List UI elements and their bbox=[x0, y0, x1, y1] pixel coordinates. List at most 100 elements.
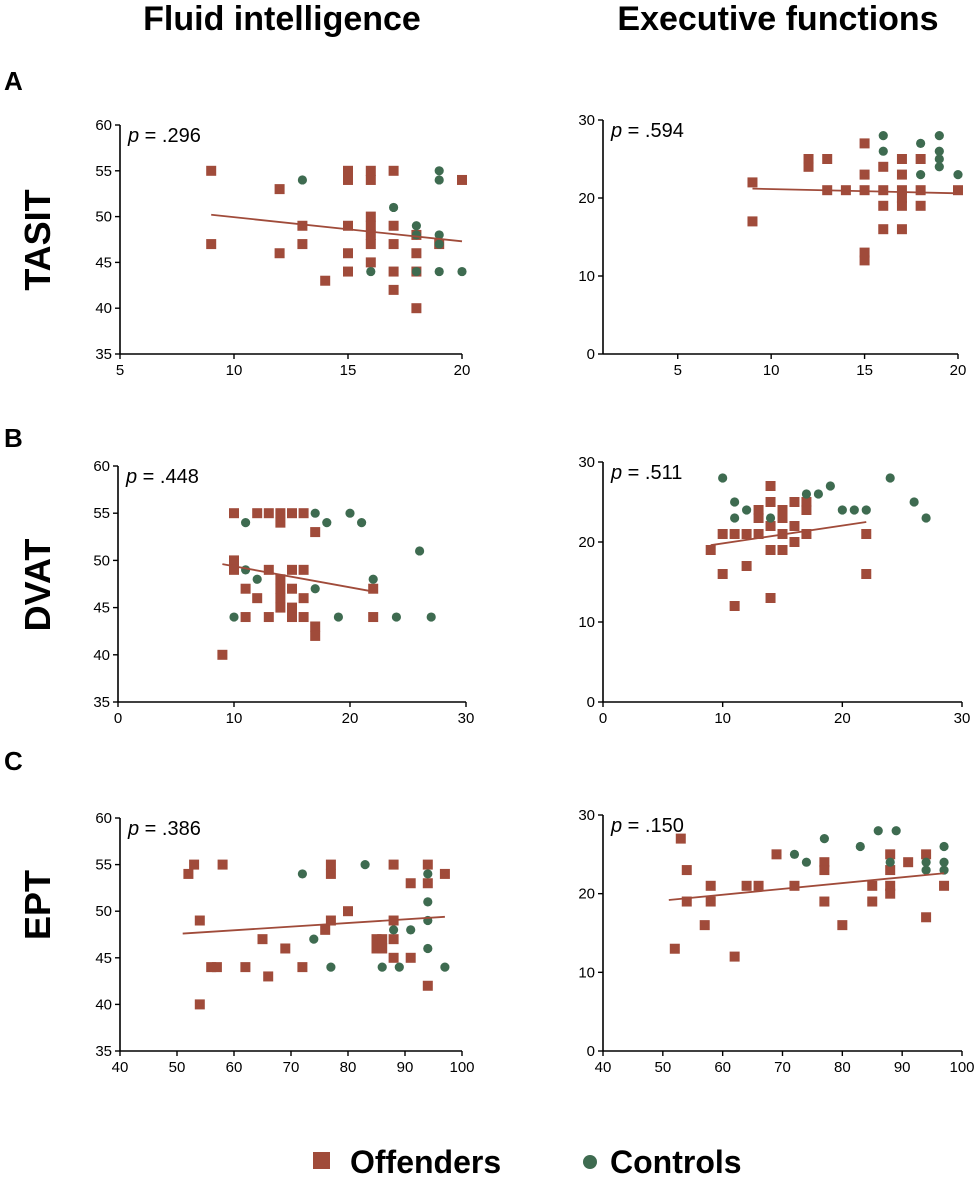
control-point bbox=[825, 481, 835, 491]
offender-point bbox=[867, 896, 878, 907]
offender-point bbox=[837, 920, 848, 931]
scatter-panel-b-exec: 0 10 20 30 0 10 20 30 p = .511 bbox=[578, 454, 970, 727]
x-tick-label: 10 bbox=[226, 710, 243, 727]
p-value-label: p = .150 bbox=[610, 815, 684, 837]
x-tick-label: 0 bbox=[114, 710, 122, 727]
y-tick-label: 40 bbox=[95, 996, 112, 1013]
offender-point bbox=[365, 239, 376, 250]
x-tick-label: 80 bbox=[834, 1059, 851, 1076]
offender-point bbox=[388, 220, 399, 231]
panel-letter-b: B bbox=[4, 423, 23, 453]
row-title-ept: EPT bbox=[17, 870, 58, 940]
offender-point bbox=[297, 962, 308, 973]
offender-point bbox=[206, 239, 217, 250]
offender-point bbox=[275, 583, 286, 594]
p-value-label: p = .448 bbox=[125, 466, 199, 488]
control-point bbox=[934, 162, 944, 172]
control-point bbox=[939, 865, 949, 875]
offender-point bbox=[741, 880, 752, 891]
offender-point bbox=[411, 248, 422, 259]
p-value-label: p = .296 bbox=[127, 125, 201, 147]
control-point bbox=[916, 170, 926, 180]
y-tick-label: 10 bbox=[578, 614, 595, 631]
offender-point bbox=[789, 497, 800, 507]
offender-point bbox=[878, 224, 889, 235]
offender-point bbox=[411, 303, 422, 314]
control-point bbox=[765, 513, 776, 523]
p-value-label: p = .511 bbox=[610, 462, 682, 484]
offender-point bbox=[263, 508, 274, 519]
control-point bbox=[742, 505, 752, 515]
y-tick-label: 60 bbox=[95, 810, 112, 827]
offender-point bbox=[765, 481, 776, 491]
offender-point bbox=[741, 561, 752, 571]
x-tick-label: 70 bbox=[283, 1059, 300, 1076]
regression-line bbox=[182, 915, 445, 935]
offender-point bbox=[343, 266, 353, 277]
offender-point bbox=[717, 529, 728, 539]
offender-point bbox=[777, 505, 788, 515]
y-tick-label: 35 bbox=[95, 1043, 112, 1060]
offender-point bbox=[325, 868, 336, 879]
x-tick-label: 50 bbox=[654, 1059, 671, 1076]
offender-point bbox=[377, 943, 388, 954]
offender-point bbox=[388, 165, 399, 176]
y-tick-label: 0 bbox=[587, 346, 595, 363]
offender-point bbox=[741, 529, 752, 539]
control-point bbox=[849, 505, 859, 515]
offender-point bbox=[729, 951, 740, 962]
offender-point bbox=[896, 169, 907, 180]
x-tick-label: 20 bbox=[834, 710, 851, 727]
offender-point bbox=[753, 880, 764, 891]
control-point bbox=[310, 508, 320, 518]
control-point bbox=[878, 146, 888, 156]
control-point bbox=[921, 513, 931, 523]
offender-point bbox=[753, 513, 764, 523]
panel-letter-c: C bbox=[4, 746, 23, 776]
control-point bbox=[730, 497, 740, 507]
offender-point bbox=[405, 878, 416, 889]
column-title-fluid-intelligence: Fluid intelligence bbox=[143, 0, 421, 38]
offender-point bbox=[377, 934, 388, 945]
control-point bbox=[423, 897, 433, 907]
offender-point bbox=[896, 200, 907, 211]
control-point bbox=[252, 574, 262, 584]
control-point bbox=[423, 943, 433, 954]
offender-point bbox=[885, 880, 896, 891]
offender-point bbox=[297, 239, 308, 250]
legend-controls-marker bbox=[583, 1155, 597, 1169]
offender-point bbox=[320, 924, 331, 935]
offender-point bbox=[915, 200, 926, 211]
y-tick-label: 30 bbox=[578, 454, 595, 471]
offender-point bbox=[896, 154, 907, 164]
offender-point bbox=[747, 216, 758, 227]
offender-point bbox=[325, 915, 336, 926]
legend-offenders-label: Offenders bbox=[350, 1144, 501, 1179]
offender-point bbox=[310, 630, 321, 641]
y-tick-label: 10 bbox=[578, 964, 595, 981]
offender-point bbox=[921, 912, 932, 923]
control-point bbox=[789, 849, 800, 859]
control-point bbox=[326, 962, 336, 972]
offender-point bbox=[789, 880, 800, 891]
p-value-label: p = .594 bbox=[610, 120, 684, 142]
x-tick-label: 20 bbox=[454, 362, 471, 379]
control-point bbox=[934, 146, 944, 156]
x-tick-label: 15 bbox=[856, 362, 873, 379]
legend: Offenders Controls bbox=[313, 1144, 742, 1179]
offender-point bbox=[822, 154, 833, 164]
offender-point bbox=[388, 952, 399, 963]
y-tick-label: 50 bbox=[95, 209, 112, 226]
y-tick-label: 20 bbox=[578, 190, 595, 207]
offender-point bbox=[343, 220, 353, 231]
control-point bbox=[434, 166, 444, 176]
offender-point bbox=[275, 593, 286, 604]
control-point bbox=[241, 518, 251, 528]
offender-point bbox=[422, 859, 433, 870]
offender-point bbox=[240, 612, 251, 623]
legend-controls-label: Controls bbox=[610, 1144, 742, 1179]
y-tick-label: 20 bbox=[578, 534, 595, 551]
offender-point bbox=[365, 220, 376, 231]
offender-point bbox=[365, 174, 376, 185]
control-point bbox=[457, 266, 467, 277]
